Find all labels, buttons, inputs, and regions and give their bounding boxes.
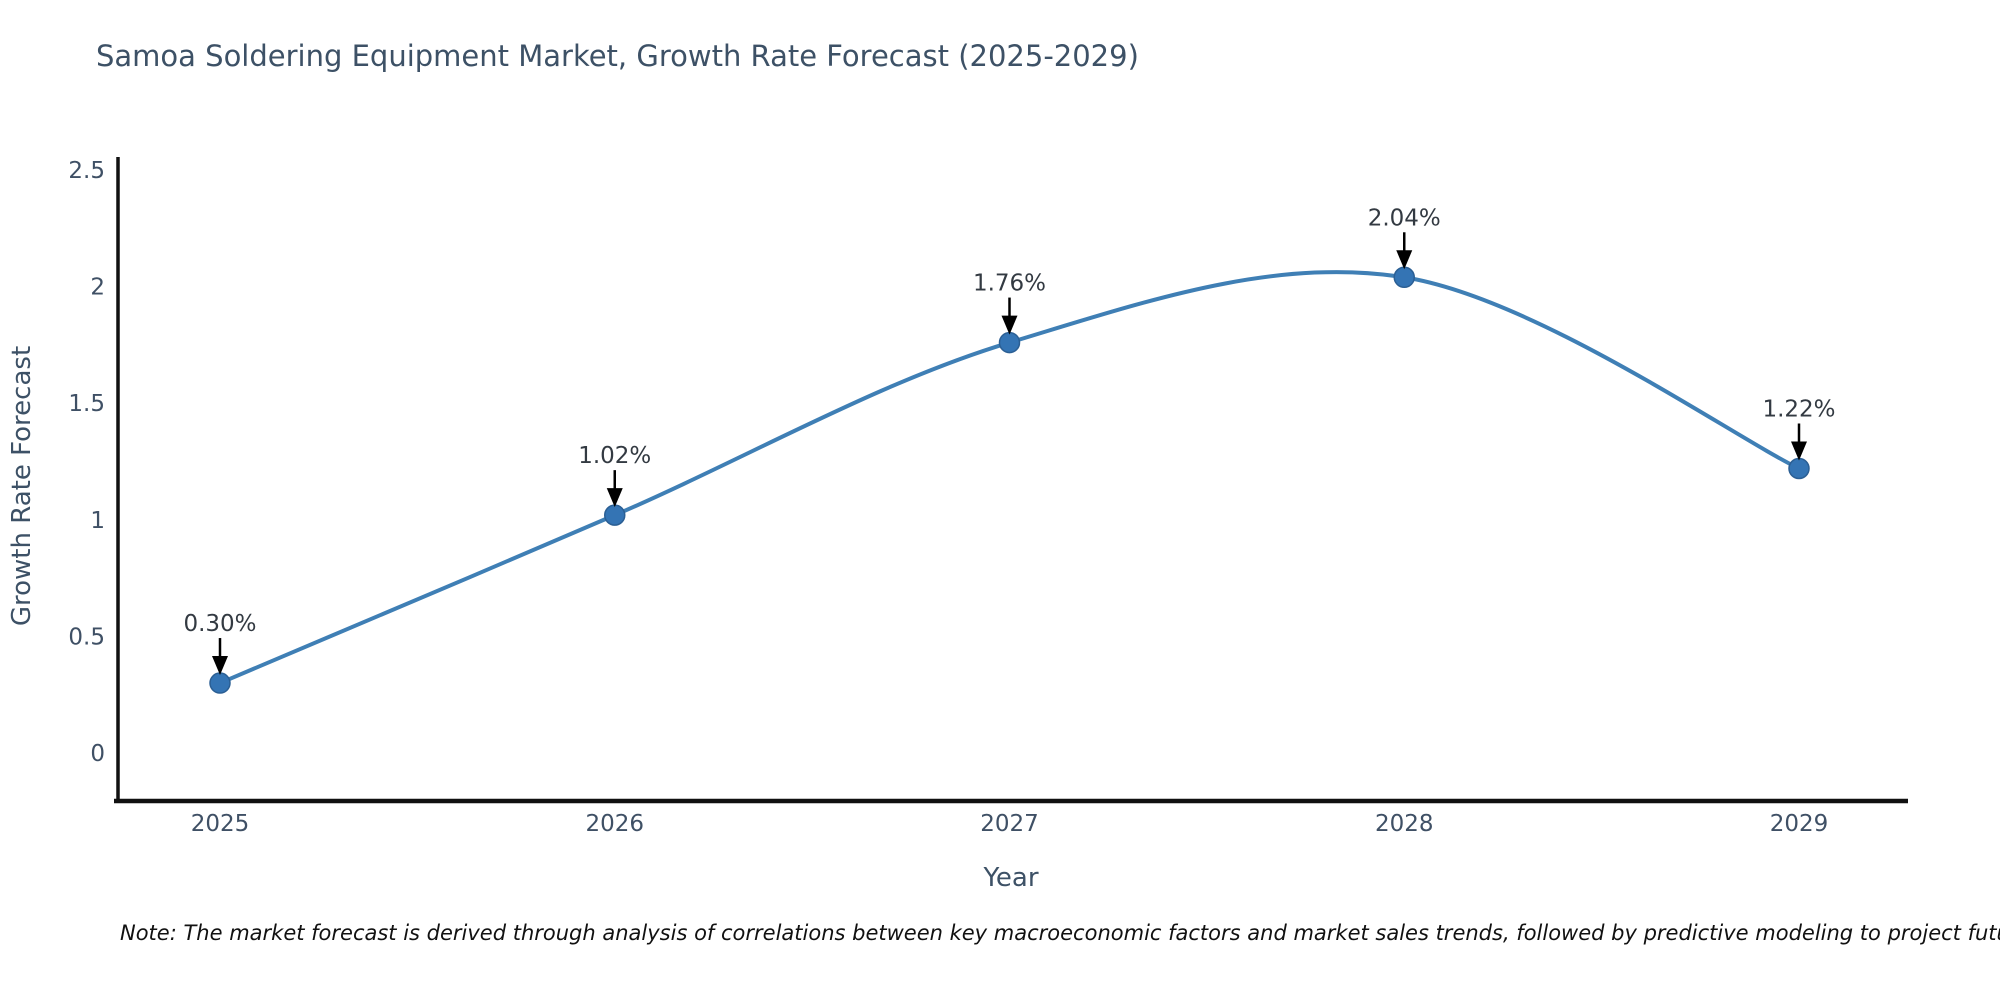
data-point-marker [1393,266,1415,289]
data-point-marker [209,672,231,694]
data-point-marker [604,504,626,526]
point-annotation-label: 1.22% [1762,396,1835,422]
footnote: Note: The market forecast is derived thr… [120,921,2000,945]
annotations-layer: 0.30% 1.02% 1.76% 2.04% 1.22% [183,205,1836,676]
y-axis-title: Growth Rate Forecast [7,346,37,626]
chart-title: Samoa Soldering Equipment Market, Growth… [96,39,1139,73]
y-tick-label: 1 [90,508,105,534]
annotation-arrowhead [1396,250,1413,270]
axes-layer: 0 0.5 1 1.5 2 2.5 2025 2026 2027 2028 2029 [68,157,1908,837]
x-tick-label: 2027 [980,811,1039,837]
point-annotation-label: 1.76% [973,271,1046,297]
x-tick-label: 2029 [1770,811,1829,837]
point-annotation-label: 1.02% [578,443,651,469]
y-tick-label: 0 [90,741,105,767]
x-tick-label: 2026 [585,811,644,837]
data-point-marker [998,331,1021,354]
x-tick-label: 2028 [1375,811,1434,837]
y-tick-label: 2.5 [68,158,105,184]
annotation-arrowhead [1791,441,1807,461]
y-tick-label: 2 [90,275,105,301]
x-tick-label: 2025 [191,811,250,837]
annotation-arrowhead [1001,315,1018,335]
y-tick-label: 0.5 [68,624,105,650]
point-annotation-label: 0.30% [183,611,256,637]
annotation-arrowhead [606,488,623,508]
annotation-arrowhead [212,656,228,676]
y-tick-label: 1.5 [68,391,105,417]
x-axis-title: Year [982,863,1038,893]
series-layer [209,266,1810,694]
point-annotation-label: 2.04% [1368,205,1441,231]
data-point-marker [1788,457,1810,480]
